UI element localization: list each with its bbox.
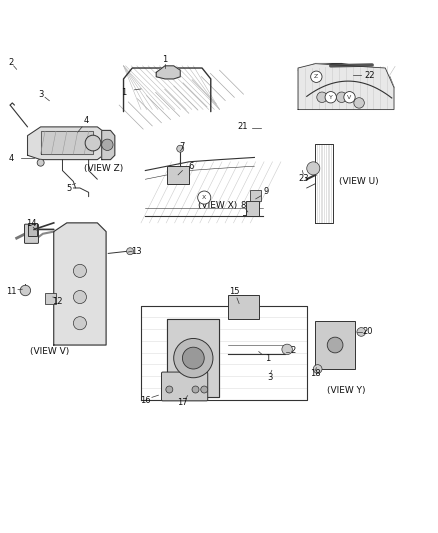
Text: 14: 14 xyxy=(26,219,36,228)
Text: 4: 4 xyxy=(84,116,89,125)
Circle shape xyxy=(343,92,354,103)
FancyBboxPatch shape xyxy=(25,224,39,244)
Bar xyxy=(245,201,258,216)
Circle shape xyxy=(73,264,86,277)
Polygon shape xyxy=(297,63,393,109)
Text: 23: 23 xyxy=(298,174,308,183)
Circle shape xyxy=(37,159,44,166)
Bar xyxy=(167,166,188,183)
Polygon shape xyxy=(53,223,106,345)
Text: 22: 22 xyxy=(364,71,374,80)
Text: 6: 6 xyxy=(188,161,194,171)
Text: 2: 2 xyxy=(8,58,14,67)
Circle shape xyxy=(200,386,207,393)
Polygon shape xyxy=(28,127,106,159)
Text: X: X xyxy=(201,195,206,200)
Circle shape xyxy=(177,145,184,152)
Bar xyxy=(250,190,260,201)
Circle shape xyxy=(73,317,86,330)
Text: 13: 13 xyxy=(131,247,141,256)
Polygon shape xyxy=(156,66,180,79)
Text: 3: 3 xyxy=(266,373,272,382)
Circle shape xyxy=(310,71,321,83)
Circle shape xyxy=(353,98,364,108)
Circle shape xyxy=(73,290,86,304)
Polygon shape xyxy=(102,131,115,159)
Polygon shape xyxy=(167,319,219,398)
Circle shape xyxy=(316,92,326,102)
Text: 20: 20 xyxy=(362,327,372,336)
Circle shape xyxy=(356,328,365,336)
Text: 11: 11 xyxy=(6,287,16,296)
Bar xyxy=(228,295,258,319)
Circle shape xyxy=(281,344,292,354)
FancyBboxPatch shape xyxy=(161,372,207,401)
Circle shape xyxy=(166,386,173,393)
Circle shape xyxy=(336,92,346,102)
Circle shape xyxy=(324,92,336,103)
Circle shape xyxy=(20,285,31,296)
Text: Z: Z xyxy=(314,74,318,79)
Text: 5: 5 xyxy=(66,184,71,193)
Text: (VIEW Y): (VIEW Y) xyxy=(326,386,364,395)
Text: 12: 12 xyxy=(52,297,62,306)
Text: 2: 2 xyxy=(290,346,295,355)
Text: 1: 1 xyxy=(120,88,126,98)
Circle shape xyxy=(197,191,210,204)
Circle shape xyxy=(126,248,133,255)
Text: 15: 15 xyxy=(229,287,240,296)
Text: 1: 1 xyxy=(162,55,167,64)
Circle shape xyxy=(173,338,212,378)
Text: 17: 17 xyxy=(177,398,187,407)
Text: 16: 16 xyxy=(140,397,150,406)
Text: Y: Y xyxy=(328,95,332,100)
Circle shape xyxy=(182,347,204,369)
Text: (VIEW X): (VIEW X) xyxy=(197,201,237,210)
Text: 8: 8 xyxy=(240,201,246,210)
Text: 4: 4 xyxy=(8,154,14,163)
Text: V: V xyxy=(346,95,351,100)
Circle shape xyxy=(306,162,319,175)
Text: (VIEW V): (VIEW V) xyxy=(30,347,69,356)
Text: 9: 9 xyxy=(263,187,268,196)
Bar xyxy=(45,293,56,304)
Polygon shape xyxy=(41,131,93,154)
Circle shape xyxy=(313,365,321,374)
Text: 18: 18 xyxy=(310,369,320,378)
Text: 7: 7 xyxy=(179,142,185,151)
Circle shape xyxy=(326,337,342,353)
Circle shape xyxy=(191,386,198,393)
Text: (VIEW U): (VIEW U) xyxy=(339,177,378,186)
Text: 21: 21 xyxy=(237,123,247,132)
Bar xyxy=(28,223,37,236)
Circle shape xyxy=(85,135,101,151)
Circle shape xyxy=(102,139,113,150)
Text: 1: 1 xyxy=(264,354,269,364)
Bar xyxy=(315,321,354,369)
Text: (VIEW Z): (VIEW Z) xyxy=(84,164,123,173)
Text: 3: 3 xyxy=(38,90,43,99)
